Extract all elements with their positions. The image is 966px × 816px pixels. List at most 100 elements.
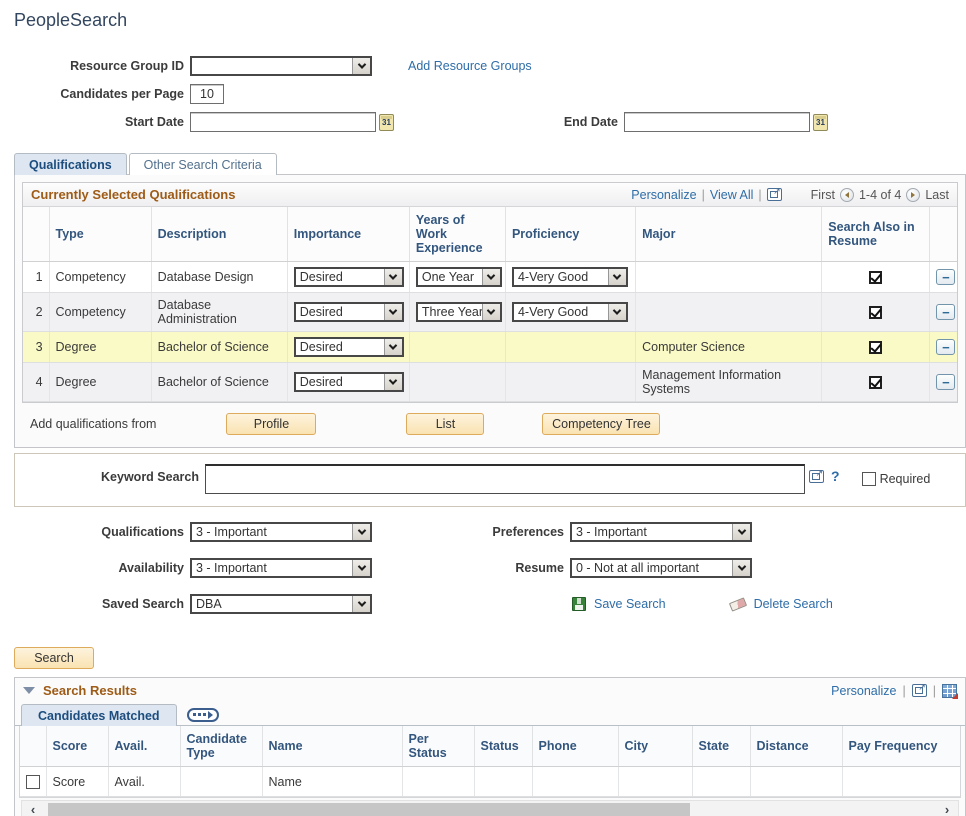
col-city: City: [618, 726, 693, 767]
personalize-link[interactable]: Personalize: [631, 187, 697, 202]
candidate-type-cell: [180, 766, 263, 797]
qualifications-header-row: Type Description Importance Years of Wor…: [23, 207, 957, 262]
proficiency-select[interactable]: 4-Very Good: [511, 302, 628, 322]
last-link[interactable]: Last: [925, 187, 949, 202]
preferences-weight-select[interactable]: 3 - Important: [570, 522, 752, 542]
candidates-per-page-input[interactable]: [190, 84, 224, 104]
importance-select[interactable]: Desired: [293, 337, 404, 357]
qualification-row: 2 Competency Database Administration Des…: [23, 292, 957, 332]
zoom-grid-icon[interactable]: [766, 186, 782, 201]
search-also-in-resume-checkbox[interactable]: [869, 341, 883, 355]
qualifications-weight-select[interactable]: 3 - Important: [190, 522, 372, 542]
next-rows-icon[interactable]: [906, 187, 921, 202]
view-all-link[interactable]: View All: [709, 187, 754, 202]
first-link[interactable]: First: [810, 187, 835, 202]
importance-select[interactable]: Desired: [293, 372, 404, 392]
qualifications-table: Type Description Importance Years of Wor…: [23, 207, 957, 402]
keyword-search-label: Keyword Search: [101, 470, 199, 484]
years-value: Three Years: [421, 305, 482, 319]
competency-tree-button[interactable]: Competency Tree: [542, 413, 661, 435]
save-search-label[interactable]: Save Search: [594, 597, 666, 611]
profile-button[interactable]: Profile: [226, 413, 317, 435]
search-also-in-resume-checkbox[interactable]: [869, 376, 883, 390]
end-date-calendar-icon[interactable]: 31: [813, 113, 828, 131]
collapse-section-icon[interactable]: [23, 687, 35, 694]
col-major: Major: [635, 207, 823, 262]
major-cell: [635, 261, 823, 293]
saved-search-select[interactable]: DBA: [190, 594, 372, 614]
availability-weight-label: Availability: [118, 561, 184, 575]
save-search-button[interactable]: Save Search: [572, 597, 666, 611]
add-resource-groups-link[interactable]: Add Resource Groups: [408, 59, 532, 73]
major-cell: Computer Science: [635, 331, 823, 363]
tab-qualifications[interactable]: Qualifications: [14, 153, 127, 175]
select-candidate-checkbox[interactable]: [26, 774, 40, 789]
chevron-down-icon: [481, 304, 500, 320]
results-personalize-link[interactable]: Personalize: [831, 683, 897, 698]
avail-cell: Avail.: [108, 766, 181, 797]
criteria-tabbar: Qualifications Other Search Criteria: [14, 153, 966, 175]
chevron-down-icon: [383, 339, 402, 355]
keyword-zoom-icon[interactable]: [809, 468, 824, 483]
calendar-glyph: 31: [382, 117, 391, 127]
col-importance: Importance: [287, 207, 410, 262]
years-select[interactable]: Three Years: [415, 302, 502, 322]
col-name: Name: [262, 726, 403, 767]
scroll-right-icon[interactable]: ›: [944, 802, 950, 816]
tab-other-search-criteria[interactable]: Other Search Criteria: [128, 153, 277, 175]
scrollbar-track[interactable]: [44, 803, 936, 816]
major-cell: Management Information Systems: [635, 362, 823, 402]
qualification-row-highlighted: 3 Degree Bachelor of Science Desired Com…: [23, 331, 957, 363]
proficiency-value: 4-Very Good: [517, 305, 589, 319]
search-also-in-resume-checkbox[interactable]: [869, 271, 883, 285]
search-also-in-resume-checkbox[interactable]: [869, 306, 883, 320]
search-button[interactable]: Search: [14, 647, 94, 669]
delete-row-icon[interactable]: −: [936, 374, 956, 390]
type-cell: Degree: [49, 331, 152, 363]
col-description: Description: [151, 207, 288, 262]
delete-row-icon[interactable]: −: [936, 269, 956, 285]
saved-search-value: DBA: [196, 597, 222, 611]
chevron-down-icon: [732, 524, 750, 540]
delete-search-button[interactable]: Delete Search: [728, 596, 833, 612]
preferences-weight-value: 3 - Important: [576, 525, 647, 539]
results-zoom-icon[interactable]: [911, 682, 927, 697]
start-date-input[interactable]: [190, 112, 376, 132]
qualification-row: 4 Degree Bachelor of Science Desired Man…: [23, 362, 957, 402]
delete-row-icon[interactable]: −: [936, 304, 956, 320]
delete-search-label[interactable]: Delete Search: [753, 597, 833, 611]
years-select[interactable]: One Year: [415, 267, 502, 287]
availability-weight-select[interactable]: 3 - Important: [190, 558, 372, 578]
previous-rows-icon[interactable]: [839, 187, 854, 202]
search-criteria-form: Resource Group ID Add Resource Groups Ca…: [0, 55, 966, 133]
list-button[interactable]: List: [406, 413, 485, 435]
end-date-input[interactable]: [624, 112, 810, 132]
resource-group-select[interactable]: [190, 56, 372, 76]
score-cell: Score: [46, 766, 109, 797]
download-to-excel-icon[interactable]: [942, 683, 958, 699]
importance-select[interactable]: Desired: [293, 302, 404, 322]
chevron-down-icon: [383, 269, 402, 285]
keyword-search-input[interactable]: [205, 464, 805, 494]
phone-cell: [532, 766, 619, 797]
start-date-label: Start Date: [124, 115, 184, 129]
results-table: Score Avail. Candidate Type Name Per Sta…: [20, 726, 960, 797]
show-all-columns-icon[interactable]: [186, 707, 219, 722]
horizontal-scrollbar[interactable]: ‹ ›: [21, 800, 959, 816]
qualifications-weight-label: Qualifications: [101, 525, 184, 539]
scrollbar-thumb[interactable]: [48, 803, 691, 816]
row-number: 2: [23, 292, 50, 332]
resume-weight-select[interactable]: 0 - Not at all important: [570, 558, 752, 578]
start-date-calendar-icon[interactable]: 31: [379, 113, 394, 131]
scroll-left-icon[interactable]: ‹: [30, 802, 36, 816]
help-icon[interactable]: ?: [831, 468, 840, 484]
separator: |: [902, 683, 906, 698]
result-row: Score Avail. Name: [20, 766, 960, 797]
delete-row-icon[interactable]: −: [936, 339, 956, 355]
importance-select[interactable]: Desired: [293, 267, 404, 287]
required-checkbox[interactable]: [861, 472, 876, 486]
description-cell: Bachelor of Science: [151, 362, 288, 402]
proficiency-select[interactable]: 4-Very Good: [511, 267, 628, 287]
tab-candidates-matched[interactable]: Candidates Matched: [21, 704, 177, 726]
